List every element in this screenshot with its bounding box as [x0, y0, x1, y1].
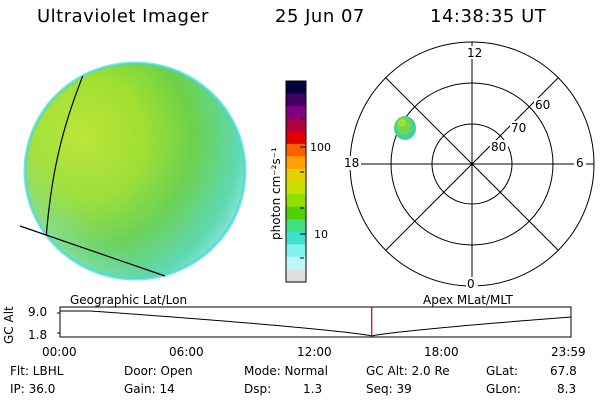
image-date: 25 Jun 07	[275, 6, 365, 27]
door-info: Door: Open	[124, 364, 193, 378]
mlat-label-60: 60	[535, 98, 550, 112]
seq-info: Seq: 39	[366, 382, 412, 396]
color-bar-segment	[286, 219, 306, 233]
time-tick-2359: 23:59	[551, 345, 586, 359]
color-bar-segment	[286, 181, 306, 195]
color-bar-segment	[286, 118, 306, 132]
geographic-title: Geographic Lat/Lon	[70, 293, 188, 307]
time-tick-0000: 00:00	[42, 345, 77, 359]
mode-info: Mode: Normal	[244, 364, 328, 378]
color-bar-segment	[286, 168, 306, 182]
color-bar-segment	[286, 93, 306, 107]
color-bar-segment	[286, 206, 306, 220]
mlt-label-6: 6	[576, 156, 584, 170]
color-bar-segment	[286, 231, 306, 245]
glon-label: GLon:	[486, 382, 521, 396]
gc-alt-tick-min: 1.8	[28, 328, 48, 342]
color-bar-border	[285, 80, 307, 283]
instrument-title: Ultraviolet Imager	[37, 6, 209, 27]
mlt-label-18: 18	[344, 156, 359, 170]
orbit-altitude-curve	[60, 310, 572, 337]
color-bar-segment	[286, 156, 306, 170]
colorbar-tick-10: 10	[314, 228, 328, 241]
mlat-label-80: 80	[491, 140, 506, 154]
color-bar-segment	[286, 81, 306, 95]
colorbar-tick-100: 100	[310, 141, 331, 154]
glat-value: 67.8	[550, 364, 577, 378]
color-bar-ticks	[300, 118, 306, 259]
color-bar-segment	[286, 131, 306, 145]
dsp-label: Dsp:	[244, 382, 272, 396]
gain-info: Gain: 14	[124, 382, 175, 396]
mlt-label-12: 12	[467, 46, 482, 60]
gc-alt-axis-label: GC Alt	[2, 306, 16, 344]
orbit-plot-frame	[59, 306, 572, 338]
glat-label: GLat:	[486, 364, 519, 378]
polar-plot	[349, 41, 595, 287]
auroral-spot	[394, 116, 416, 140]
color-bar-segment	[286, 269, 306, 283]
colorbar-unit-label: photon cm⁻²s⁻¹	[269, 147, 283, 240]
color-bar-segment	[286, 143, 306, 157]
mlt-label-0: 0	[467, 277, 475, 291]
image-time: 14:38:35 UT	[430, 6, 547, 27]
color-bar	[285, 80, 307, 283]
color-bar-segment	[286, 256, 306, 270]
filter-info: Flt: LBHL	[10, 364, 64, 378]
gc-alt-info: GC Alt: 2.0 Re	[366, 364, 450, 378]
glon-value: 8.3	[557, 382, 577, 396]
ip-info: IP: 36.0	[10, 382, 56, 396]
time-tick-1800: 18:00	[424, 345, 459, 359]
latitude-line	[19, 225, 166, 277]
time-tick-1200: 12:00	[297, 345, 332, 359]
color-bar-segment	[286, 244, 306, 258]
dsp-value: 1.3	[303, 382, 323, 396]
color-bar-segment	[286, 106, 306, 120]
uv-earth-image	[19, 61, 247, 281]
time-tick-0600: 06:00	[169, 345, 204, 359]
gc-alt-tick-max: 9.0	[28, 305, 48, 319]
mlat-label-70: 70	[511, 121, 526, 135]
apex-title: Apex MLat/MLT	[423, 293, 513, 307]
color-bar-segment	[286, 194, 306, 208]
